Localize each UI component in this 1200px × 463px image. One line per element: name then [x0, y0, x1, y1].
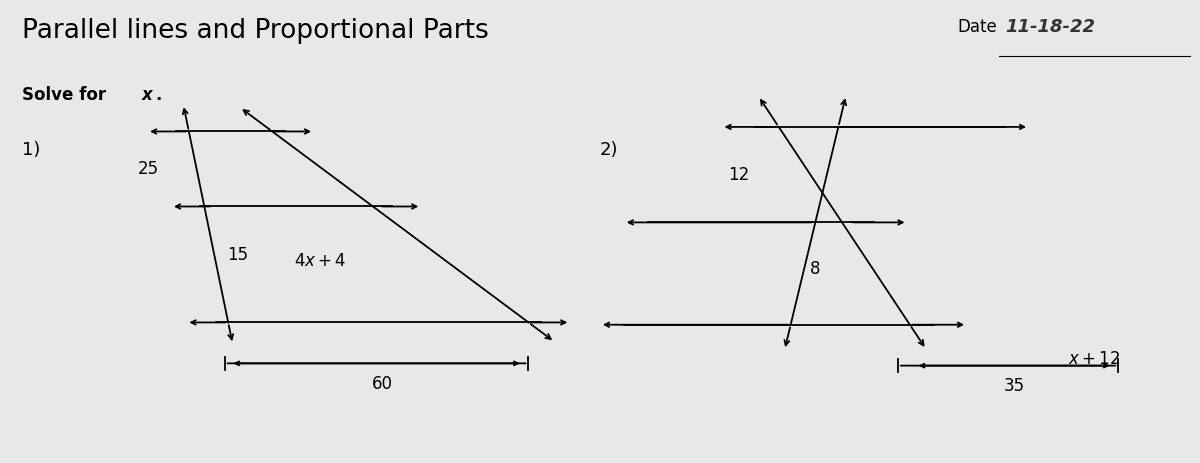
Text: .: .	[156, 86, 162, 104]
Text: 1): 1)	[22, 141, 41, 158]
Text: Parallel lines and Proportional Parts: Parallel lines and Proportional Parts	[22, 18, 488, 44]
Text: 2): 2)	[600, 141, 618, 158]
Text: 15: 15	[227, 246, 248, 264]
Text: $x + 12$: $x + 12$	[1068, 350, 1121, 368]
Text: 8: 8	[810, 260, 821, 278]
Text: 25: 25	[138, 160, 160, 178]
Text: 12: 12	[727, 166, 749, 184]
Text: $4x + 4$: $4x + 4$	[294, 252, 346, 270]
Text: x: x	[142, 86, 152, 104]
Text: 35: 35	[1003, 377, 1025, 395]
Text: Date: Date	[958, 18, 997, 36]
Text: 60: 60	[372, 375, 394, 393]
Text: Solve for: Solve for	[22, 86, 112, 104]
Text: 11-18-22: 11-18-22	[1006, 18, 1096, 36]
